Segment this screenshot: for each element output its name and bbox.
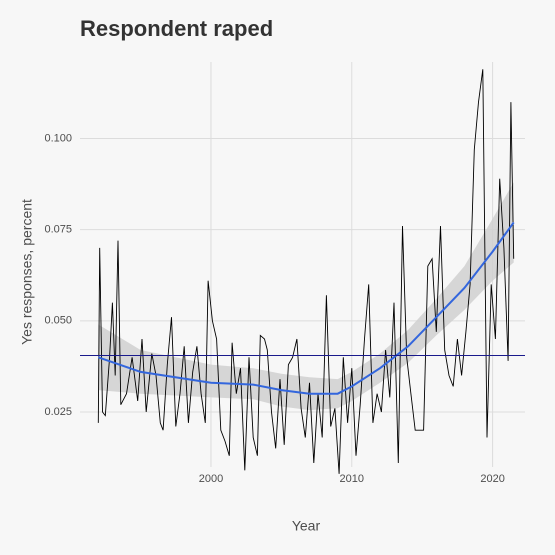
data-line [97,69,515,474]
y-tick-label: 0.075 [44,224,72,236]
chart-title: Respondent raped [80,16,273,41]
x-tick-label: 2010 [340,473,364,485]
y-tick-label: 0.100 [44,132,72,144]
x-tick-label: 2020 [480,473,504,485]
smooth-line [97,221,515,395]
x-axis-label: Year [292,518,321,534]
y-tick-label: 0.050 [44,315,72,327]
confidence-band [98,182,514,411]
x-tick-label: 2000 [199,473,223,485]
y-axis-label: Yes responses, percent [19,199,35,345]
y-tick-label: 0.025 [44,406,72,418]
